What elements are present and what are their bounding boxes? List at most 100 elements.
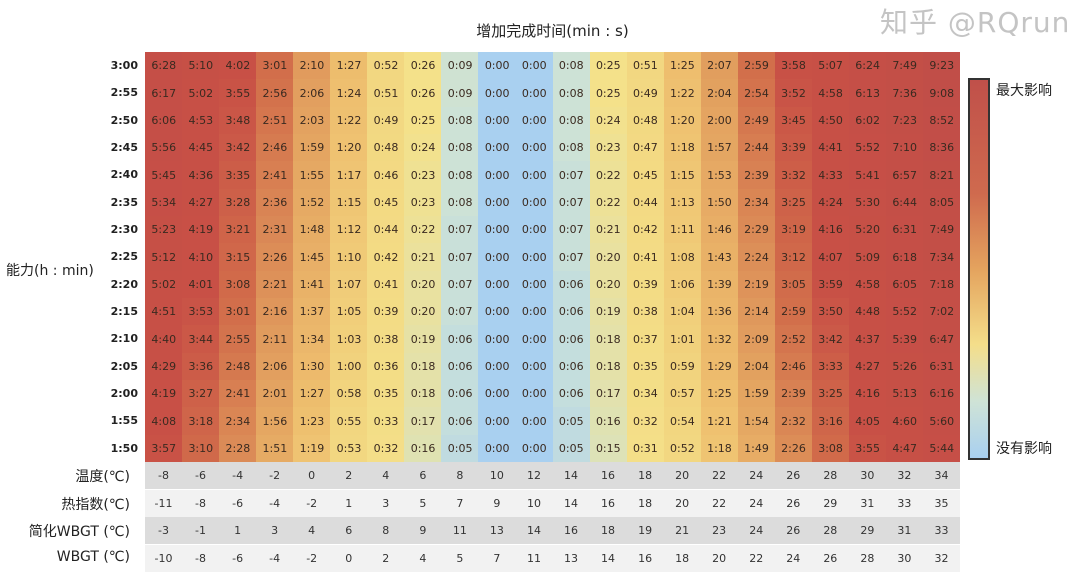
heatmap-cell: 4:45: [182, 134, 220, 162]
heatmap-cell: 3:58: [774, 52, 813, 80]
heatmap-cell: 5:02: [182, 79, 220, 108]
heatmap-cell: 7:49: [922, 216, 961, 244]
heatmap-cell: 1:22: [330, 106, 368, 135]
heatmap-cell: 5:39: [885, 325, 924, 354]
x-tick-label: 19: [638, 524, 653, 537]
heatmap-cell: 0:54: [663, 407, 702, 436]
heatmap-cell: 6:02: [848, 106, 887, 135]
x-tick-label: 11: [526, 551, 541, 565]
heatmap-cell: 0:38: [367, 325, 405, 354]
heatmap-grid: 6:28 5:10 4:02 3:01 2:10 1:27 0:52 0:26 0:09 0:00…: [145, 52, 961, 463]
x-tick-label: 0: [308, 469, 316, 482]
heatmap-cell: 1:18: [700, 434, 739, 463]
heatmap-cell: 3:05: [774, 270, 813, 299]
heatmap-cell: 0:52: [367, 52, 405, 80]
x-tick-label: 6: [345, 524, 353, 537]
heatmap-cell: 0:33: [367, 407, 405, 436]
heatmap-cell: 0:08: [441, 134, 479, 162]
x-tick-label: 1: [345, 496, 353, 510]
heatmap-cell: 2:32: [774, 407, 813, 436]
heatmap-cell: 2:54: [737, 79, 776, 108]
heatmap-cell: 0:00: [515, 79, 553, 108]
x-tick-label: 29: [860, 524, 875, 537]
x-tick-label: 4: [419, 551, 427, 565]
heatmap-cell: 0:00: [478, 134, 516, 162]
heatmap-cell: 1:53: [700, 161, 739, 190]
heatmap-cell: 9:08: [922, 79, 961, 108]
heatmap-cell: 0:17: [404, 407, 442, 436]
heatmap-cell: 0:42: [626, 216, 665, 244]
row-label: 2:20: [110, 277, 138, 291]
heatmap-cell: 0:06: [552, 380, 591, 408]
heatmap-cell: 0:41: [626, 243, 665, 272]
heatmap-cell: 1:37: [293, 298, 331, 326]
x-tick-label: -8: [195, 551, 207, 565]
heatmap-cell: 0:48: [626, 106, 665, 135]
x-tick-label: 35: [934, 496, 949, 510]
heatmap-cell: 3:27: [182, 380, 220, 408]
heatmap-cell: 0:00: [478, 298, 516, 326]
x-tick-label: 34: [934, 469, 949, 482]
row-label: 2:50: [110, 113, 138, 127]
heatmap-cell: 0:09: [441, 52, 479, 80]
x-tick-label: -3: [158, 524, 169, 537]
x-tick-label: 16: [601, 496, 616, 510]
row-label: 2:10: [110, 332, 138, 346]
heatmap-cell: 1:34: [293, 325, 331, 354]
heatmap-cell: 4:53: [182, 106, 220, 135]
heatmap-cell: 0:22: [404, 216, 442, 244]
heatmap-cell: 4:33: [811, 161, 850, 190]
heatmap-cell: 1:56: [256, 407, 294, 436]
x-tick-label: 30: [860, 469, 875, 482]
heatmap-cell: 3:08: [811, 434, 850, 463]
heatmap-cell: 2:06: [293, 79, 331, 108]
row-label: 1:50: [110, 441, 138, 455]
x-tick-label: 16: [564, 524, 578, 537]
x-row-label: 简化WBGT (℃): [28, 524, 130, 540]
heatmap-cell: 0:06: [441, 352, 479, 381]
x-tick-label: 26: [786, 496, 801, 510]
heatmap-cell: 1:27: [330, 52, 368, 80]
heatmap-cell: 1:25: [663, 52, 702, 80]
heatmap-cell: 3:15: [219, 243, 257, 272]
heatmap-cell: 5:12: [145, 243, 183, 272]
heatmap-cell: 2:59: [737, 52, 776, 80]
heatmap-cell: 3:36: [182, 352, 220, 381]
x-tick-label: 24: [749, 524, 764, 537]
x-tick-label: 13: [564, 551, 578, 565]
heatmap-cell: 0:05: [441, 434, 479, 463]
heatmap-cell: 0:21: [589, 216, 628, 244]
heatmap-cell: 0:07: [552, 188, 591, 217]
heatmap-cell: 1:12: [330, 216, 368, 244]
heatmap-cell: 1:54: [737, 407, 776, 436]
heatmap-cell: 0:18: [589, 325, 628, 354]
heatmap-cell: 2:14: [737, 298, 776, 326]
heatmap-cell: 0:45: [626, 161, 665, 190]
heatmap-cell: 2:46: [774, 352, 813, 381]
heatmap-cell: 3:32: [774, 161, 813, 190]
x-tick-label: 28: [823, 469, 838, 482]
x-tick-label: 21: [675, 524, 690, 537]
heatmap-cell: 0:55: [330, 407, 368, 436]
heatmap-cell: 0:00: [515, 216, 553, 244]
heatmap-cell: 0:46: [367, 161, 405, 190]
heatmap-cell: 0:07: [441, 216, 479, 244]
heatmap-cell: 6:16: [922, 380, 961, 408]
heatmap-cell: 0:49: [367, 106, 405, 135]
heatmap-cell: 0:00: [515, 434, 553, 463]
heatmap-cell: 0:00: [515, 407, 553, 436]
x-tick-label: -2: [269, 469, 281, 482]
heatmap-cell: 3:25: [774, 188, 813, 217]
heatmap-cell: 3:01: [256, 52, 294, 80]
chart-title: 增加完成时间(min : s): [476, 22, 629, 40]
heatmap-cell: 4:02: [219, 52, 257, 80]
heatmap-cell: 0:52: [663, 434, 702, 463]
heatmap-cell: 1:25: [700, 380, 739, 408]
heatmap-cell: 1:08: [663, 243, 702, 272]
heatmap-cell: 0:20: [404, 270, 442, 299]
heatmap-cell: 4:51: [145, 298, 183, 326]
heatmap-cell: 5:45: [145, 161, 183, 190]
heatmap-cell: 6:44: [885, 188, 924, 217]
heatmap-cell: 0:21: [404, 243, 442, 272]
x-tick-label: 20: [712, 551, 727, 565]
